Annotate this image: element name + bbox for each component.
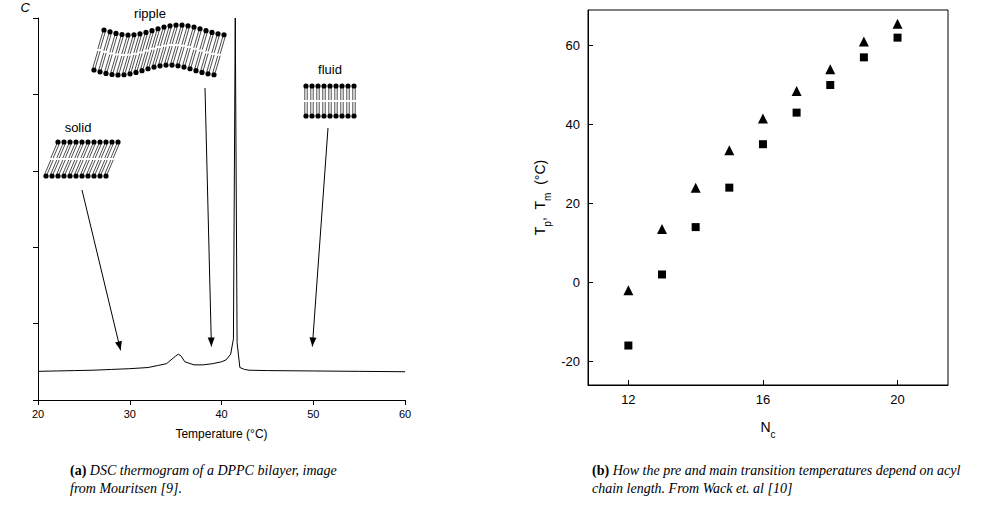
- svg-text:40: 40: [215, 408, 227, 420]
- svg-text:0: 0: [573, 275, 580, 290]
- svg-text:20: 20: [890, 392, 904, 407]
- svg-text:solid: solid: [65, 120, 92, 135]
- svg-text:60: 60: [399, 408, 411, 420]
- svg-text:12: 12: [621, 392, 635, 407]
- svg-text:fluid: fluid: [318, 62, 342, 77]
- svg-text:16: 16: [756, 392, 770, 407]
- svg-text:40: 40: [566, 117, 580, 132]
- svg-text:T: T: [532, 226, 548, 236]
- svg-text:50: 50: [307, 408, 319, 420]
- svg-text:30: 30: [124, 408, 136, 420]
- svg-text:(°C): (°C): [532, 160, 548, 193]
- svg-text:, T: , T: [532, 201, 548, 221]
- svg-text:m: m: [542, 193, 553, 201]
- svg-text:N: N: [760, 419, 770, 435]
- svg-text:20: 20: [566, 196, 580, 211]
- svg-text:C: C: [21, 0, 31, 15]
- svg-text:60: 60: [566, 38, 580, 53]
- svg-text:-20: -20: [561, 354, 580, 369]
- svg-text:ripple: ripple: [134, 6, 166, 21]
- svg-text:p: p: [541, 221, 553, 227]
- html-text:(a) DSC thermogram of a DPPC b: (a) DSC thermogram of a DPPC bilayer, im…: [70, 463, 337, 496]
- svg-text:Temperature (°C): Temperature (°C): [175, 427, 267, 441]
- svg-text:20: 20: [32, 408, 44, 420]
- svg-text:c: c: [771, 429, 776, 440]
- html-text:(b) How the pre and main trans: (b) How the pre and main transition temp…: [592, 463, 961, 496]
